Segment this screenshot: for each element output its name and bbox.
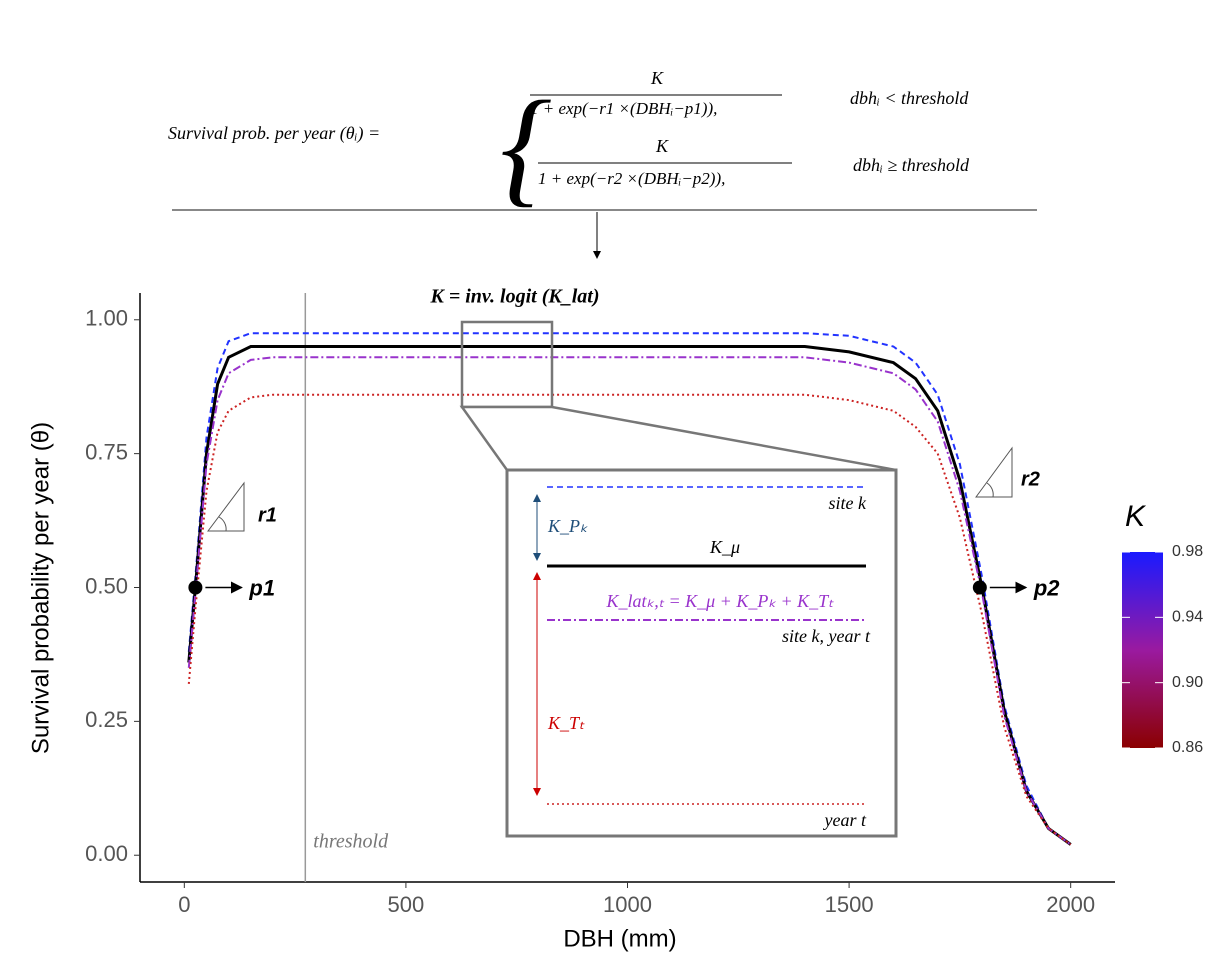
y-tick-label: 0.75 — [85, 439, 128, 464]
point — [972, 580, 987, 595]
x-tick-label: 1500 — [825, 892, 874, 917]
year-effect-label: K_Tₜ — [547, 713, 585, 733]
condition: dbhᵢ ≥ threshold — [853, 155, 970, 175]
condition: dbhᵢ < threshold — [850, 88, 969, 108]
formula-lhs: Survival prob. per year (θᵢ) = — [168, 123, 380, 144]
series-line — [187, 393, 1072, 846]
colorbar-tick-label: 0.98 — [1172, 543, 1203, 560]
slope-glyph — [207, 481, 245, 532]
inset-equation: K_latₖ,ₜ = K_μ + K_Pₖ + K_Tₜ — [606, 591, 835, 611]
x-tick-label: 1000 — [603, 892, 652, 917]
denominator: 1 + exp(−r1 ×(DBHᵢ−p1)), — [530, 99, 717, 118]
y-tick-label: 0.00 — [85, 841, 128, 866]
zoom-connector — [459, 405, 897, 472]
colorbar-tick-label: 0.94 — [1172, 609, 1203, 626]
series-line — [187, 356, 1072, 846]
x-axis-label: DBH (mm) — [563, 925, 676, 952]
numerator: K — [655, 136, 669, 156]
threshold-label: threshold — [313, 831, 389, 853]
slope-glyph — [975, 446, 1013, 498]
colorbar-title: K — [1125, 500, 1147, 533]
y-tick-label: 1.00 — [85, 306, 128, 331]
slope-label: r1 — [258, 504, 277, 526]
point — [188, 580, 203, 595]
point-label: p1 — [248, 575, 275, 600]
inset-label: year t — [823, 810, 867, 830]
inset-label: site k, year t — [782, 626, 871, 646]
inset-label: K_μ — [709, 537, 740, 557]
link-annotation: K = inv. logit (K_lat) — [430, 286, 600, 308]
x-tick-label: 2000 — [1046, 892, 1095, 917]
inset-label: site k — [829, 493, 867, 513]
y-tick-label: 0.25 — [85, 707, 128, 732]
inset — [505, 468, 898, 838]
y-tick-label: 0.50 — [85, 573, 128, 598]
slope-label: r2 — [1021, 468, 1040, 490]
colorbar-tick-label: 0.86 — [1172, 739, 1203, 756]
x-tick-label: 500 — [388, 892, 425, 917]
brace: { — [500, 75, 552, 219]
x-tick-label: 0 — [178, 892, 190, 917]
denominator: 1 + exp(−r2 ×(DBHᵢ−p2)), — [538, 169, 725, 188]
colorbar-tick-label: 0.90 — [1172, 674, 1203, 691]
colorbar — [1122, 552, 1163, 748]
point-label: p2 — [1033, 575, 1060, 600]
y-axis-label: Survival probability per year (θ) — [27, 422, 54, 754]
numerator: K — [650, 68, 664, 88]
site-effect-label: K_Pₖ — [547, 516, 588, 536]
series-line — [187, 345, 1072, 846]
